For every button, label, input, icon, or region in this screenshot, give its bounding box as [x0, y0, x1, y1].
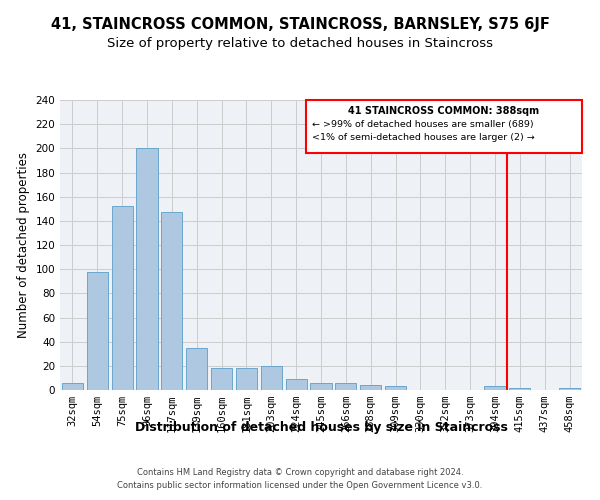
- Bar: [286, 379, 307, 390]
- Bar: [335, 383, 356, 390]
- Bar: [385, 386, 406, 390]
- Bar: [211, 368, 232, 390]
- Bar: [62, 383, 83, 390]
- Text: Contains HM Land Registry data © Crown copyright and database right 2024.: Contains HM Land Registry data © Crown c…: [137, 468, 463, 477]
- Text: Size of property relative to detached houses in Staincross: Size of property relative to detached ho…: [107, 38, 493, 51]
- Bar: [161, 212, 182, 390]
- Text: 41 STAINCROSS COMMON: 388sqm: 41 STAINCROSS COMMON: 388sqm: [349, 106, 539, 116]
- FancyBboxPatch shape: [306, 100, 582, 153]
- Text: <1% of semi-detached houses are larger (2) →: <1% of semi-detached houses are larger (…: [312, 133, 535, 142]
- Bar: [360, 385, 381, 390]
- Bar: [484, 386, 506, 390]
- Bar: [559, 388, 580, 390]
- Bar: [310, 383, 332, 390]
- Text: Distribution of detached houses by size in Staincross: Distribution of detached houses by size …: [134, 421, 508, 434]
- Bar: [261, 366, 282, 390]
- Text: 41, STAINCROSS COMMON, STAINCROSS, BARNSLEY, S75 6JF: 41, STAINCROSS COMMON, STAINCROSS, BARNS…: [50, 18, 550, 32]
- Text: Contains public sector information licensed under the Open Government Licence v3: Contains public sector information licen…: [118, 480, 482, 490]
- Bar: [136, 148, 158, 390]
- Bar: [87, 272, 108, 390]
- Text: ← >99% of detached houses are smaller (689): ← >99% of detached houses are smaller (6…: [312, 120, 534, 128]
- Bar: [112, 206, 133, 390]
- Bar: [236, 368, 257, 390]
- Bar: [509, 388, 530, 390]
- Y-axis label: Number of detached properties: Number of detached properties: [17, 152, 30, 338]
- Bar: [186, 348, 207, 390]
